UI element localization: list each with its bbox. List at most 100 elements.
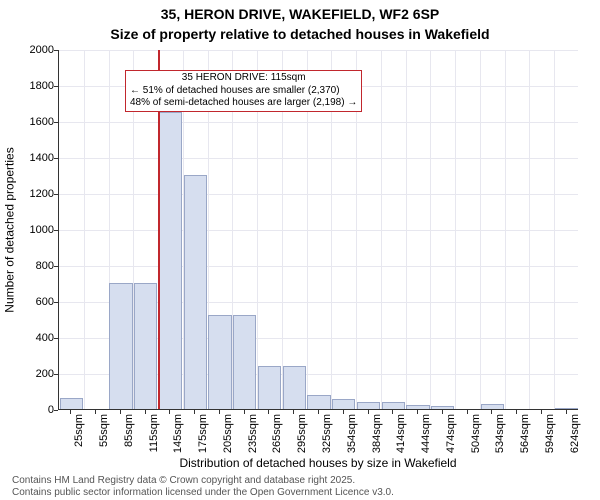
xtick-label: 474sqm xyxy=(445,414,457,454)
xtick-label: 354sqm xyxy=(346,414,358,454)
chart-title-line2: Size of property relative to detached ho… xyxy=(0,26,600,42)
xtick-mark xyxy=(516,410,517,414)
ytick-label: 2000 xyxy=(14,44,54,56)
ytick-mark xyxy=(54,374,58,375)
footer-line2: Contains public sector information licen… xyxy=(12,487,394,498)
ytick-mark xyxy=(54,266,58,267)
xtick-label: 624sqm xyxy=(569,414,581,454)
xtick-label: 414sqm xyxy=(395,414,407,454)
histogram-bar xyxy=(406,405,429,409)
xtick-mark xyxy=(368,410,369,414)
xtick-mark xyxy=(417,410,418,414)
xtick-label: 115sqm xyxy=(148,414,160,454)
chart-container: 35, HERON DRIVE, WAKEFIELD, WF2 6SP Size… xyxy=(0,0,600,500)
histogram-bar xyxy=(258,366,281,409)
xtick-label: 534sqm xyxy=(494,414,506,454)
annotation-line1: 35 HERON DRIVE: 115sqm xyxy=(130,72,357,85)
histogram-bar xyxy=(159,112,182,409)
ytick-mark xyxy=(54,230,58,231)
xtick-mark xyxy=(318,410,319,414)
gridline-h xyxy=(59,266,578,267)
ytick-label: 0 xyxy=(14,404,54,416)
xtick-label: 175sqm xyxy=(197,414,209,454)
ytick-label: 200 xyxy=(14,368,54,380)
xtick-label: 205sqm xyxy=(222,414,234,454)
ytick-label: 600 xyxy=(14,296,54,308)
footer-line1: Contains HM Land Registry data © Crown c… xyxy=(12,475,355,486)
annotation-box: 35 HERON DRIVE: 115sqm← 51% of detached … xyxy=(125,70,362,112)
xtick-mark xyxy=(293,410,294,414)
chart-title-line1: 35, HERON DRIVE, WAKEFIELD, WF2 6SP xyxy=(0,6,600,22)
xtick-mark xyxy=(244,410,245,414)
xtick-mark xyxy=(491,410,492,414)
histogram-bar xyxy=(134,283,157,409)
ytick-mark xyxy=(54,410,58,411)
gridline-h xyxy=(59,230,578,231)
ytick-mark xyxy=(54,50,58,51)
gridline-v xyxy=(84,50,85,409)
xtick-label: 325sqm xyxy=(321,414,333,454)
gridline-v xyxy=(505,50,506,409)
gridline-h xyxy=(59,122,578,123)
ytick-label: 1600 xyxy=(14,116,54,128)
ytick-label: 1400 xyxy=(14,152,54,164)
gridline-h xyxy=(59,194,578,195)
xtick-mark xyxy=(169,410,170,414)
xtick-label: 444sqm xyxy=(420,414,432,454)
gridline-v xyxy=(529,50,530,409)
xtick-label: 145sqm xyxy=(172,414,184,454)
xtick-label: 55sqm xyxy=(98,414,110,454)
gridline-h xyxy=(59,158,578,159)
xtick-label: 295sqm xyxy=(296,414,308,454)
histogram-bar xyxy=(109,283,132,409)
histogram-bar xyxy=(431,406,454,409)
annotation-line3: 48% of semi-detached houses are larger (… xyxy=(130,97,357,110)
ytick-mark xyxy=(54,158,58,159)
xtick-mark xyxy=(95,410,96,414)
xtick-label: 384sqm xyxy=(371,414,383,454)
gridline-v xyxy=(430,50,431,409)
xtick-label: 25sqm xyxy=(73,414,85,454)
xtick-label: 564sqm xyxy=(519,414,531,454)
ytick-label: 1000 xyxy=(14,224,54,236)
xtick-label: 594sqm xyxy=(544,414,556,454)
histogram-bar xyxy=(60,398,83,409)
xtick-mark xyxy=(566,410,567,414)
gridline-v xyxy=(480,50,481,409)
gridline-v xyxy=(406,50,407,409)
ytick-label: 400 xyxy=(14,332,54,344)
ytick-mark xyxy=(54,122,58,123)
ytick-mark xyxy=(54,194,58,195)
gridline-h xyxy=(59,50,578,51)
ytick-label: 800 xyxy=(14,260,54,272)
ytick-label: 1200 xyxy=(14,188,54,200)
xtick-mark xyxy=(442,410,443,414)
ytick-mark xyxy=(54,338,58,339)
histogram-bar xyxy=(357,402,380,409)
histogram-bar xyxy=(233,315,256,409)
histogram-bar xyxy=(208,315,231,409)
gridline-v xyxy=(455,50,456,409)
xtick-label: 85sqm xyxy=(123,414,135,454)
gridline-v xyxy=(381,50,382,409)
histogram-bar xyxy=(382,402,405,409)
xtick-mark xyxy=(194,410,195,414)
x-axis-label: Distribution of detached houses by size … xyxy=(58,456,578,470)
histogram-bar xyxy=(481,404,504,409)
ytick-mark xyxy=(54,86,58,87)
xtick-mark xyxy=(268,410,269,414)
xtick-label: 235sqm xyxy=(247,414,259,454)
ytick-label: 1800 xyxy=(14,80,54,92)
xtick-mark xyxy=(541,410,542,414)
annotation-line2: ← 51% of detached houses are smaller (2,… xyxy=(130,85,357,98)
xtick-mark xyxy=(145,410,146,414)
xtick-mark xyxy=(70,410,71,414)
xtick-mark xyxy=(467,410,468,414)
histogram-bar xyxy=(283,366,306,409)
xtick-mark xyxy=(219,410,220,414)
xtick-mark xyxy=(343,410,344,414)
xtick-mark xyxy=(120,410,121,414)
histogram-bar xyxy=(307,395,330,409)
xtick-label: 265sqm xyxy=(271,414,283,454)
gridline-v xyxy=(554,50,555,409)
